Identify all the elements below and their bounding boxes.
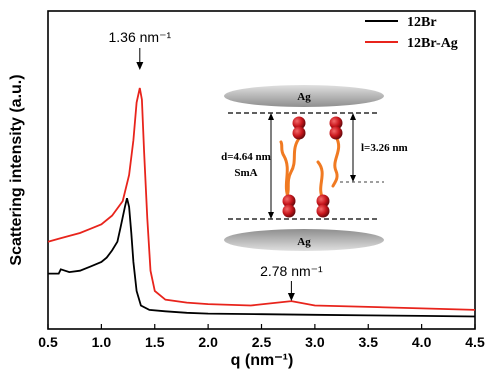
peak-arrow-2-78-head xyxy=(287,293,295,301)
x-tick-label: 3.5 xyxy=(359,334,379,350)
x-tick-label: 2.5 xyxy=(252,334,272,350)
inset-schematic: Ag Ag d=4.64 nm SmA l=3.26 nm xyxy=(221,85,408,251)
headgroup-ball xyxy=(282,194,296,208)
headgroup-ball xyxy=(292,126,306,140)
top-ag-plate xyxy=(224,85,384,107)
x-axis-ticks: 0.5 1.0 1.5 2.0 2.5 3.0 3.5 4.0 4.5 xyxy=(38,324,485,350)
l-arrow-bottom-head xyxy=(350,175,356,182)
peak-annotation-2-78: 2.78 nm⁻¹ xyxy=(260,263,323,279)
top-ag-label: Ag xyxy=(297,91,311,103)
x-tick-label: 1.5 xyxy=(145,334,165,350)
x-tick-label: 4.0 xyxy=(412,334,432,350)
legend: 12Br 12Br-Ag xyxy=(365,15,458,51)
headgroup-ball xyxy=(329,116,343,130)
x-tick-label: 3.0 xyxy=(305,334,325,350)
bottom-ag-plate xyxy=(224,229,384,251)
headgroup-ball xyxy=(329,126,343,140)
legend-label-12br: 12Br xyxy=(407,15,437,30)
phase-label: SmA xyxy=(234,167,257,179)
legend-label-12br-ag: 12Br-Ag xyxy=(407,36,458,51)
molecule-tail-1 xyxy=(285,135,302,198)
l-length-label: l=3.26 nm xyxy=(361,142,408,154)
headgroup-ball xyxy=(292,116,306,130)
series-line-12br-ag xyxy=(47,87,476,311)
y-axis-title: Scattering intensity (a.u.) xyxy=(8,74,25,265)
peak-annotation-1-36: 1.36 nm⁻¹ xyxy=(108,29,171,45)
x-tick-label: 2.0 xyxy=(198,334,218,350)
d-spacing-label: d=4.64 nm xyxy=(221,151,271,163)
x-tick-label: 4.5 xyxy=(465,334,485,350)
d-arrow-top-head xyxy=(268,113,274,120)
x-tick-label: 0.5 xyxy=(38,334,58,350)
peak-arrow-1-36-head xyxy=(136,62,144,70)
molecule-tail-2 xyxy=(331,135,341,188)
headgroup-ball xyxy=(282,204,296,218)
molecule-tail-4 xyxy=(316,160,325,201)
bottom-ag-label: Ag xyxy=(297,236,311,248)
series-line-12br xyxy=(48,197,476,318)
plot-frame xyxy=(47,10,476,330)
d-arrow-bottom-head xyxy=(268,212,274,219)
x-tick-label: 1.0 xyxy=(92,334,112,350)
headgroup-ball xyxy=(316,194,330,208)
headgroup-ball xyxy=(316,204,330,218)
l-arrow-top-head xyxy=(350,113,356,120)
molecule-tail-3 xyxy=(279,140,291,201)
x-axis-title: q (nm⁻¹) xyxy=(231,352,294,369)
